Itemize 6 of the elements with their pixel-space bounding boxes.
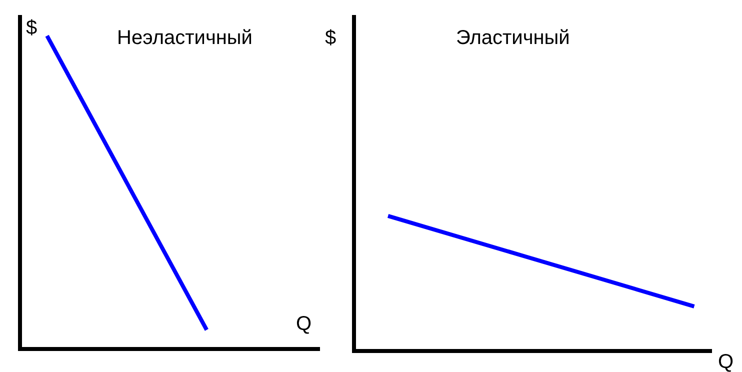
chart-title: Эластичный bbox=[456, 27, 570, 49]
x-axis-title: Q bbox=[296, 313, 312, 335]
y-axis-title: $ bbox=[325, 27, 336, 49]
x-axis-title: Q bbox=[718, 351, 734, 372]
chart-title: Неэластичный bbox=[117, 27, 252, 49]
y-axis-title: $ bbox=[26, 17, 38, 39]
